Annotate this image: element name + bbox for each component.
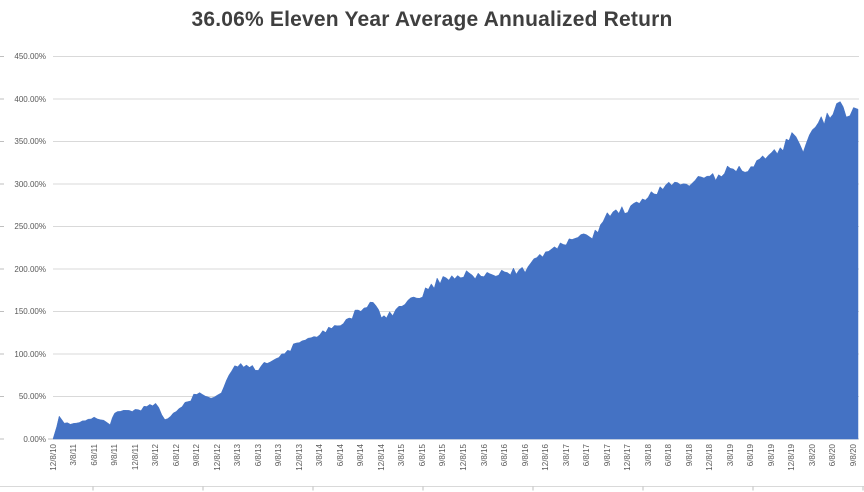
x-axis-tick-label: 12/8/15 — [459, 444, 468, 471]
x-axis-tick-label: 12/8/14 — [376, 444, 386, 471]
x-axis-tick-label: 6/8/19 — [746, 444, 756, 467]
x-axis-tick-label: 9/8/11 — [110, 444, 120, 466]
x-axis-tick-label: 9/8/12 — [192, 444, 202, 467]
x-axis-tick-label: 9/8/16 — [520, 444, 530, 467]
x-axis-tick-label: 12/8/18 — [705, 444, 715, 471]
x-axis-tick-label: 3/8/19 — [725, 444, 735, 467]
x-axis-tick-label: 3/8/20 — [807, 444, 817, 467]
x-axis-tick-label: 12/8/10 — [48, 444, 58, 471]
x-axis-tick-label: 12/8/17 — [623, 444, 633, 471]
y-axis-tick-label: 400.00% — [14, 94, 46, 104]
y-axis-tick-label: 250.00% — [14, 222, 46, 231]
x-axis-tick-label: 3/8/15 — [397, 444, 407, 467]
x-axis-tick-label: 6/8/17 — [582, 444, 592, 467]
x-axis-tick-label: 12/8/16 — [541, 444, 551, 471]
x-axis-tick-label: 9/8/19 — [766, 444, 776, 467]
y-axis-tick-label: 450.00% — [14, 52, 46, 61]
x-axis-tick-label: 6/8/15 — [417, 444, 427, 467]
x-axis-tick-label: 9/8/17 — [602, 444, 612, 467]
x-axis-tick-label: 6/8/20 — [828, 444, 838, 467]
x-axis-tick-label: 3/8/17 — [561, 444, 571, 467]
x-axis-tick-label: 9/8/18 — [684, 444, 694, 467]
x-axis-tick-label: 9/8/13 — [274, 444, 284, 467]
x-axis-tick-label: 3/8/18 — [643, 444, 653, 467]
x-axis-tick-label: 3/8/11 — [69, 444, 79, 466]
chart-title: 36.06% Eleven Year Average Annualized Re… — [191, 8, 673, 31]
x-axis-tick-label: 12/8/13 — [294, 444, 304, 471]
x-axis-tick-label: 12/8/12 — [212, 444, 222, 471]
x-axis-tick-label: 6/8/11 — [89, 444, 99, 466]
x-axis-tick-label: 6/8/12 — [171, 444, 181, 467]
x-axis-tick-label: 3/8/14 — [315, 444, 325, 467]
y-axis-tick-label: 200.00% — [14, 264, 46, 274]
y-axis-tick-label: 100.00% — [14, 349, 46, 359]
return-series-area — [52, 101, 859, 440]
y-axis-tick-label: 50.00% — [18, 392, 46, 401]
x-axis-tick-label: 3/8/12 — [151, 444, 161, 467]
x-axis-tick-label: 6/8/13 — [253, 444, 263, 467]
x-axis-tick-label: 3/8/16 — [479, 444, 489, 467]
x-axis-tick-label: 6/8/16 — [500, 444, 510, 467]
x-axis-tick-label: 9/8/20 — [849, 444, 858, 467]
y-axis-tick-label: 0.00% — [23, 434, 46, 444]
y-axis-tick-label: 300.00% — [14, 179, 46, 189]
x-axis-tick-label: 3/8/13 — [233, 444, 243, 467]
x-axis-tick-label: 6/8/14 — [335, 444, 345, 467]
x-axis-tick-label: 12/8/19 — [787, 444, 797, 471]
x-axis-tick-label: 9/8/15 — [438, 444, 448, 467]
y-axis-tick-label: 350.00% — [14, 137, 46, 146]
x-axis-tick-label: 12/8/11 — [130, 444, 140, 471]
x-axis-tick-label: 6/8/18 — [664, 444, 674, 467]
y-axis-tick-label: 150.00% — [14, 307, 46, 316]
x-axis-tick-label: 9/8/14 — [356, 444, 366, 467]
